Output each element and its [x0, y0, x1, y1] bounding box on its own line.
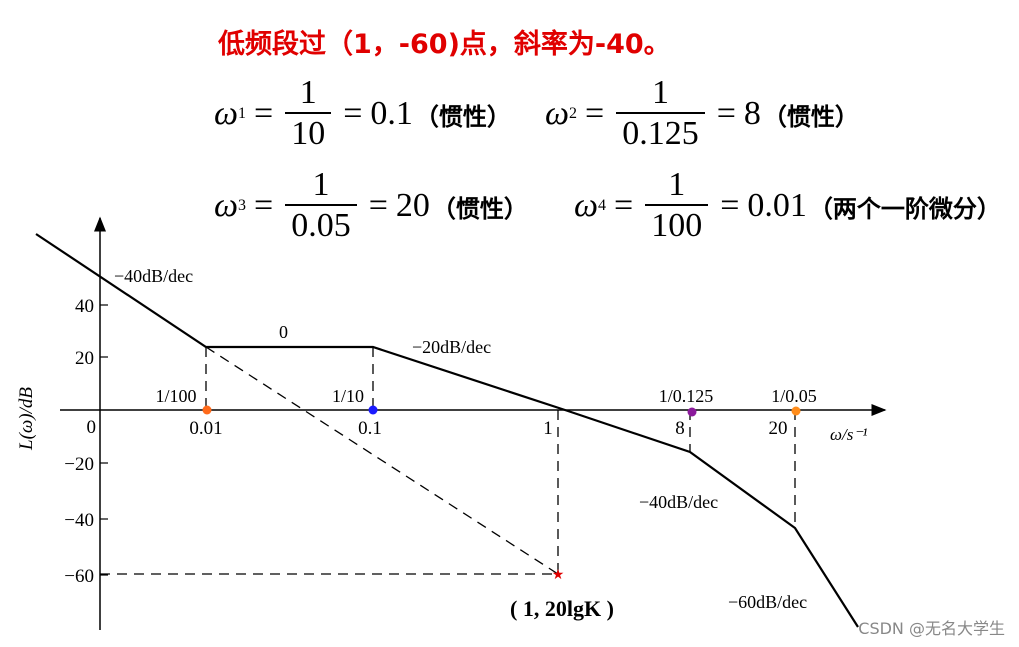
slope-label: −20dB/dec	[412, 337, 491, 357]
equation-note: （惯性）	[762, 102, 859, 131]
x-tick-label: 20	[769, 418, 788, 439]
equation-result: 0.01	[747, 187, 807, 224]
slope-label: −40dB/dec	[639, 492, 718, 512]
corner-label: 1/10	[332, 386, 364, 406]
equation-note: （惯性）	[431, 194, 528, 223]
watermark: CSDN @无名大学生	[858, 619, 1005, 638]
omega-symbol: ω	[214, 187, 239, 224]
magnitude-asymptote	[35, 233, 859, 628]
fraction: 1 10	[285, 74, 332, 154]
omega-symbol: ω	[545, 95, 570, 132]
slope-label: −40dB/dec	[114, 266, 193, 286]
y-axis-label: L(ω)/dB	[16, 387, 37, 451]
omega-subscript: 4	[598, 197, 607, 214]
headline: 低频段过（1，-60)点，斜率为-40。	[218, 29, 671, 60]
slope-label: −60dB/dec	[728, 592, 807, 612]
dashed-guides	[100, 346, 796, 575]
equation-result: 20	[395, 187, 430, 224]
fraction-numerator: 1	[312, 166, 330, 203]
omega-subscript: 2	[569, 105, 578, 122]
y-tick-label: 20	[75, 348, 94, 369]
y-tick-label: 40	[75, 296, 94, 317]
point-label: ( 1, 20lgK )	[510, 596, 614, 621]
omega-subscript: 3	[238, 197, 247, 214]
slope-label: 0	[279, 322, 288, 342]
equation-result: 8	[743, 95, 761, 132]
y-ticks	[100, 304, 108, 576]
y-tick-label: −20	[64, 454, 94, 475]
fraction-denominator: 0.125	[622, 115, 699, 152]
omega-symbol: ω	[214, 95, 239, 132]
corner-dot	[687, 407, 697, 417]
equation-note: （惯性）	[414, 102, 511, 131]
y-tick-label: −40	[64, 510, 94, 531]
fraction-denominator: 100	[651, 207, 703, 244]
corner-dot	[791, 406, 801, 416]
fraction: 1 100	[645, 166, 709, 246]
equation-note: （两个一阶微分）	[808, 194, 1001, 223]
x-tick-label: 0.1	[358, 418, 382, 439]
corner-dot	[368, 405, 378, 415]
point-star-icon: ★	[552, 568, 565, 583]
x-axis-label: ω/s⁻¹	[830, 425, 867, 444]
corner-label: 1/0.125	[659, 386, 714, 406]
fraction-denominator: 10	[291, 115, 326, 152]
fraction-numerator: 1	[651, 74, 669, 111]
fraction-numerator: 1	[299, 74, 317, 111]
omega-symbol: ω	[574, 187, 599, 224]
fraction: 1 0.05	[285, 166, 357, 246]
y-tick-label: −60	[64, 566, 94, 587]
fraction-denominator: 0.05	[291, 207, 351, 244]
corner-label: 1/100	[155, 386, 196, 406]
x-tick-label: 1	[543, 418, 553, 439]
corner-label: 1/0.05	[771, 386, 817, 406]
y-tick-label: 0	[87, 417, 97, 438]
x-tick-label: 8	[675, 418, 685, 439]
x-tick-label: 0.01	[189, 418, 222, 439]
equation-result: 0.1	[370, 95, 413, 132]
fraction-numerator: 1	[668, 166, 686, 203]
corner-dot	[202, 405, 212, 415]
fraction: 1 0.125	[616, 74, 705, 154]
omega-subscript: 1	[238, 105, 247, 122]
